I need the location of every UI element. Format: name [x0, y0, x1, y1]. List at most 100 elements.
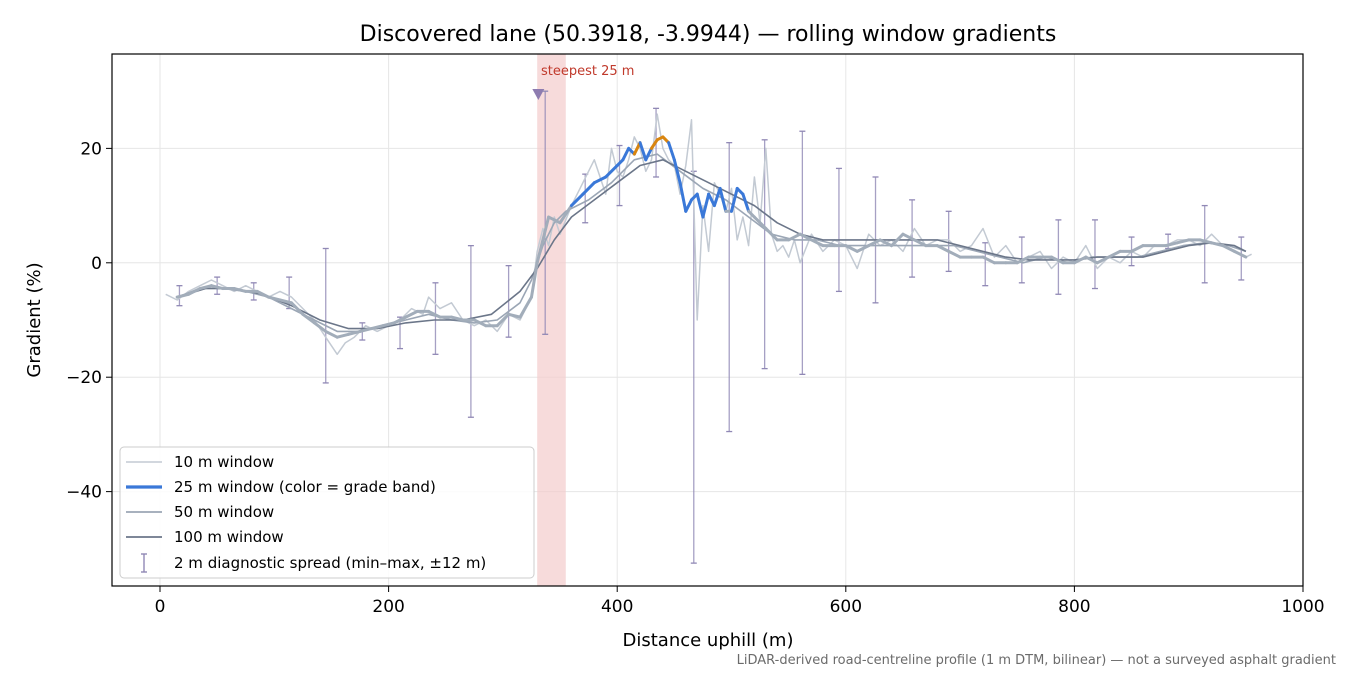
series-25m-segment	[232, 287, 248, 293]
series-25m-segment	[810, 238, 825, 248]
legend-label-10m: 10 m window	[174, 453, 274, 471]
steepest-marker	[532, 89, 545, 101]
series-25m-segment	[684, 198, 693, 213]
y-tick-label: −40	[66, 483, 102, 503]
errorbar	[432, 282, 439, 355]
series-25m-segment	[547, 215, 562, 225]
series-25m-segment	[1072, 255, 1088, 265]
series-25m-segment	[667, 141, 676, 162]
series-25m-segment	[741, 192, 751, 213]
series-25m-segment	[701, 192, 711, 219]
series-25m-segment	[901, 232, 916, 242]
series-25m-segment	[890, 232, 905, 248]
series-25m-segment	[678, 181, 688, 213]
errorbar	[726, 142, 733, 433]
axis-ticks: 0 200 400 600 800 1000 −40 −20 0 20	[66, 139, 1325, 617]
series-25m-segment	[198, 284, 213, 291]
series-25m-segment	[1198, 238, 1214, 245]
series-10m-line	[165, 113, 1252, 356]
errorbar	[467, 244, 474, 418]
series-25m-segment	[981, 255, 996, 265]
plot-frame	[111, 53, 1304, 587]
series-25m-segment	[1107, 249, 1122, 259]
series-25m-segment	[604, 164, 619, 179]
legend-box	[119, 446, 535, 579]
series-25m-segment	[947, 249, 962, 259]
series-25m-segment	[369, 324, 385, 331]
series-25m-segment	[449, 315, 465, 322]
series-25m-segment	[1175, 238, 1191, 245]
series-25m-segment	[427, 309, 442, 319]
series-25m-segment	[1164, 241, 1179, 248]
series-25m-segment	[529, 261, 539, 299]
series-25m-segment	[912, 238, 928, 248]
errorbar	[1091, 219, 1098, 290]
series-25m-segment	[312, 321, 328, 333]
series-25m-segment	[621, 146, 631, 162]
series-25m-segment	[495, 312, 511, 328]
y-axis-label: Gradient (%)	[24, 262, 45, 377]
series-25m-segment	[558, 204, 573, 225]
y-tick-label: 20	[80, 139, 102, 159]
x-tick-label: 200	[372, 597, 404, 617]
series-25m-segment	[347, 329, 362, 336]
y-tick-label: −20	[66, 368, 102, 388]
series-25m-segment	[209, 284, 225, 291]
series-25m-segment	[507, 312, 522, 319]
series-25m-segment	[255, 289, 271, 299]
series-25m-segment	[707, 192, 716, 208]
series-25m-segment	[718, 186, 728, 213]
series-25m-segment	[867, 238, 882, 248]
series-group	[165, 113, 1252, 356]
series-25m-segment	[404, 309, 419, 319]
series-25m-segment	[392, 315, 408, 325]
series-25m-segment	[324, 329, 339, 339]
series-25m-segment	[644, 146, 653, 162]
series-25m-segment	[518, 295, 533, 319]
legend-label-25m: 25 m window (color = grade band)	[174, 478, 436, 496]
series-25m-segment	[289, 301, 305, 316]
x-tick-label: 800	[1058, 597, 1090, 617]
y-tick-label: 0	[91, 254, 102, 274]
series-25m-segment	[1210, 241, 1225, 248]
series-25m-segment	[581, 181, 596, 196]
errorbar	[542, 90, 549, 335]
footnote: LiDAR-derived road-centreline profile (1…	[737, 653, 1336, 668]
series-25m-segment	[1221, 244, 1236, 253]
series-25m-segment	[535, 215, 551, 265]
series-25m-segment	[632, 141, 642, 156]
series-25m-segment	[301, 312, 316, 325]
series-25m-segment	[358, 327, 373, 333]
legend: 10 m window 25 m window (color = grade b…	[119, 446, 535, 579]
steepest-band	[537, 54, 566, 586]
errorbar	[322, 247, 329, 384]
series-25m-segment	[764, 226, 779, 242]
legend-label-100m: 100 m window	[174, 528, 284, 546]
series-25m-segment	[1095, 255, 1111, 265]
series-25m-segment	[638, 141, 648, 162]
series-25m-segment	[1232, 249, 1248, 259]
series-25m-segment	[1130, 244, 1145, 253]
errorbar	[690, 170, 697, 564]
x-tick-label: 400	[601, 597, 633, 617]
series-25m-segment	[695, 192, 705, 219]
x-axis-label: Distance uphill (m)	[623, 630, 794, 651]
errorbar	[982, 242, 989, 287]
errorbar	[761, 139, 768, 370]
series-25m-segment	[175, 292, 191, 299]
series-25m-segment	[855, 244, 871, 253]
series-25m-segment	[267, 295, 282, 302]
series-25m-segment	[592, 175, 608, 185]
series-25m-segment	[278, 298, 293, 305]
errorbar	[1238, 236, 1245, 281]
x-tick-label: 1000	[1281, 597, 1324, 617]
series-25m-segment	[752, 215, 768, 230]
series-25m-segment	[712, 186, 722, 208]
errorbar	[945, 210, 952, 273]
chart-title: Discovered lane (50.3918, -3.9944) — rol…	[360, 22, 1057, 47]
series-25m-segment	[1015, 255, 1031, 265]
series-25m-segment	[878, 238, 894, 248]
x-tick-label: 600	[830, 597, 862, 617]
series-25m-segment	[569, 192, 585, 208]
series-25m-segment	[935, 244, 951, 253]
